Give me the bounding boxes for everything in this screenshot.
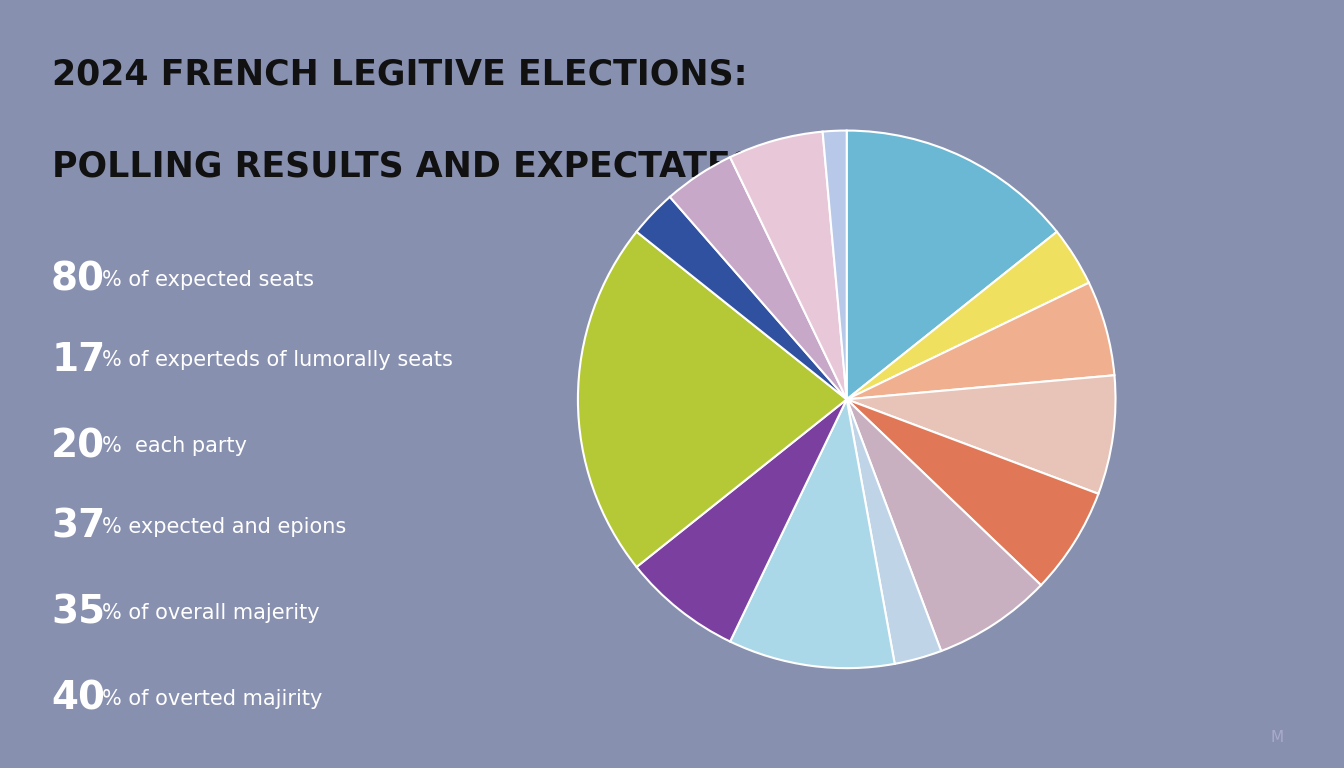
Text: 37: 37	[51, 508, 105, 546]
Text: % expected and epions: % expected and epions	[102, 517, 347, 537]
Wedge shape	[637, 197, 847, 399]
Wedge shape	[847, 399, 1042, 651]
Text: % of overted majirity: % of overted majirity	[102, 689, 323, 709]
Wedge shape	[637, 399, 847, 641]
Wedge shape	[847, 232, 1089, 399]
Wedge shape	[847, 131, 1056, 399]
Wedge shape	[730, 399, 895, 668]
Wedge shape	[847, 399, 941, 664]
Text: % of overall majerity: % of overall majerity	[102, 603, 320, 623]
Wedge shape	[847, 283, 1114, 399]
Text: % of experteds of lumorally seats: % of experteds of lumorally seats	[102, 350, 453, 370]
Wedge shape	[578, 232, 847, 567]
Text: 20: 20	[51, 427, 105, 465]
Text: POLLING RESULTS AND EXPECTATES: POLLING RESULTS AND EXPECTATES	[51, 150, 755, 184]
Wedge shape	[669, 157, 847, 399]
Text: 40: 40	[51, 680, 105, 718]
Text: 17: 17	[51, 341, 105, 379]
Wedge shape	[847, 399, 1098, 585]
Wedge shape	[730, 131, 847, 399]
Text: %  each party: % each party	[102, 436, 247, 456]
Text: 2024 FRENCH LEGITIVE ELECTIONS:: 2024 FRENCH LEGITIVE ELECTIONS:	[51, 58, 747, 91]
Text: % of expected seats: % of expected seats	[102, 270, 314, 290]
Text: 80: 80	[51, 260, 105, 299]
Wedge shape	[823, 131, 847, 399]
Text: 35: 35	[51, 594, 105, 632]
Text: M: M	[1270, 730, 1284, 745]
Wedge shape	[847, 376, 1116, 494]
